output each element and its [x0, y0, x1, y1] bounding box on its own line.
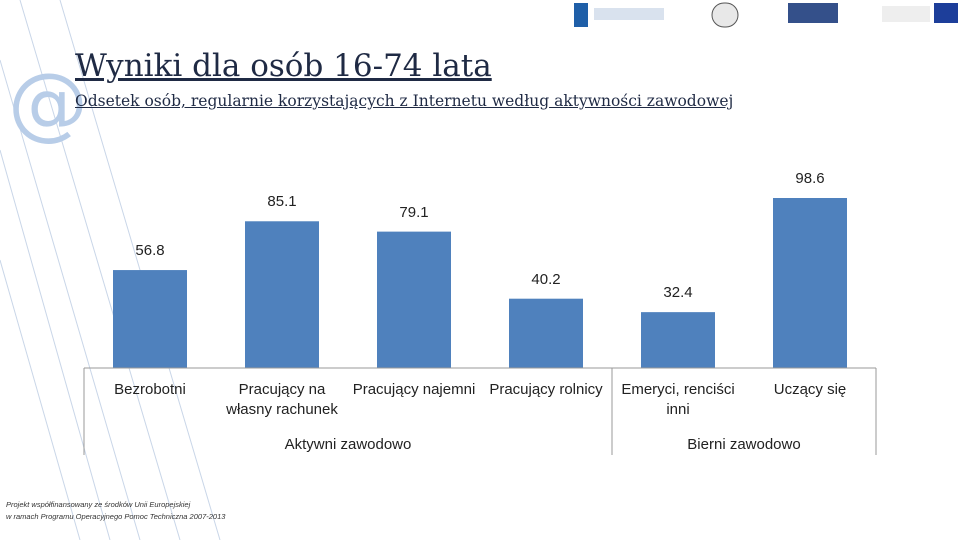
x-tick-label: Pracujący na własny rachunek — [226, 381, 338, 418]
x-tick-label: Pracujący najemni — [352, 381, 476, 398]
group-label: Bierni zawodowo — [687, 436, 801, 453]
at-sign: @ — [8, 56, 88, 149]
bar — [377, 231, 451, 368]
x-tick-label: Bezrobotni — [114, 381, 186, 398]
value-label: 98.6 — [795, 170, 825, 187]
value-label: 40.2 — [531, 270, 561, 288]
footer-line: w ramach Programu Operacyjnego Pomoc Tec… — [6, 512, 226, 521]
bar — [509, 298, 583, 368]
footer-line: Projekt współfinansowany ze środków Unii… — [6, 500, 191, 509]
bar — [245, 221, 319, 368]
logos — [574, 2, 958, 28]
bar — [641, 312, 715, 368]
value-label: 79.1 — [399, 203, 429, 221]
x-tick-label: Uczący się — [773, 381, 847, 398]
chart-subtitle: Odsetek osób, regularnie korzystających … — [75, 92, 734, 110]
bar — [773, 198, 847, 368]
group-label: Aktywni zawodowo — [284, 436, 412, 453]
bar — [113, 270, 187, 368]
value-label: 85.1 — [267, 193, 297, 211]
background-decoration — [0, 0, 221, 540]
value-label: 56.8 — [135, 242, 165, 260]
x-tick-label: Emeryci, renciści inni — [621, 381, 735, 418]
value-label: 32.4 — [663, 284, 693, 302]
x-tick-label: Pracujący rolnicy — [489, 381, 603, 398]
chart-title: Wyniki dla osób 16-74 lata — [75, 48, 492, 84]
